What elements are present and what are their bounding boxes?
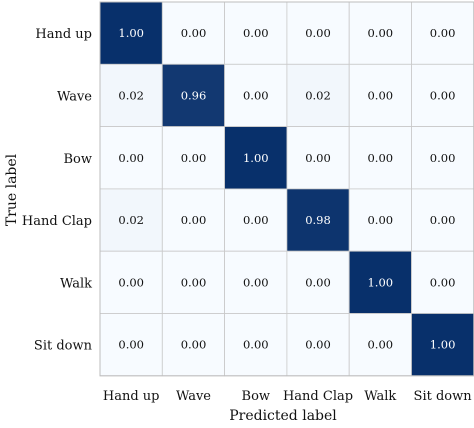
x-tick-label: Wave (176, 389, 211, 404)
cell-value-label: 0.96 (181, 88, 207, 102)
x-tick-label: Sit down (414, 389, 473, 404)
cell-value-label: 0.00 (243, 213, 269, 227)
heatmap-cell (286, 250, 350, 314)
heatmap-cell (224, 188, 288, 252)
cell-value-label: 0.00 (430, 151, 456, 165)
heatmap-cell (99, 126, 163, 190)
heatmap-cell (286, 1, 350, 65)
cell-value-label: 0.00 (367, 88, 393, 102)
y-tick-label: Walk (60, 276, 92, 291)
cell-value-label: 0.00 (430, 88, 456, 102)
heatmap-cell (348, 126, 412, 190)
heatmap-cell (99, 188, 163, 252)
cell-value-label: 0.00 (243, 26, 269, 40)
cell-value-label: 0.00 (305, 151, 331, 165)
cell-value-label: 0.00 (367, 213, 393, 227)
cell-value-label: 1.00 (118, 26, 144, 40)
y-tick-label: Wave (57, 89, 92, 104)
y-tick-label: Hand Clap (22, 214, 92, 229)
heatmap-cell (99, 313, 163, 377)
heatmap-cell (286, 188, 350, 252)
x-tick-label: Hand up (103, 389, 160, 404)
cell-value-labels: 1.00 0.00 0.00 0.00 0.00 0.00 0.02 0.96 0.00 0.02… (118, 26, 455, 352)
y-tick-label: Hand up (35, 27, 92, 42)
heatmap-cell (411, 1, 474, 65)
heatmap-cell (348, 250, 412, 314)
y-axis-label: True label (4, 153, 20, 226)
x-axis-label: Predicted label (229, 408, 337, 424)
cell-value-label: 1.00 (367, 275, 393, 289)
heatmap-cell (161, 188, 226, 252)
heatmap-cell (224, 250, 288, 314)
cell-value-label: 1.00 (430, 338, 456, 352)
heatmap-cell (286, 63, 350, 128)
x-tick-label: Hand Clap (283, 389, 353, 404)
cell-value-label: 0.00 (243, 88, 269, 102)
cell-value-label: 0.00 (367, 338, 393, 352)
cell-value-label: 0.00 (367, 151, 393, 165)
cell-value-label: 0.02 (118, 213, 144, 227)
cell-value-label: 1.00 (243, 151, 269, 165)
heatmap-cell (161, 126, 226, 190)
cell-value-label: 0.00 (181, 213, 207, 227)
cell-value-label: 0.02 (118, 88, 144, 102)
cell-value-label: 0.02 (305, 88, 331, 102)
x-tick-label: Walk (364, 389, 396, 404)
heatmap-cell (99, 1, 163, 65)
heatmap-cell (348, 1, 412, 65)
heatmap-cells (99, 1, 474, 377)
heatmap-cell (411, 313, 474, 377)
cell-value-label: 0.00 (118, 275, 144, 289)
heatmap-cell (161, 1, 226, 65)
y-tick-label: Bow (63, 152, 92, 167)
cell-value-label: 0.00 (243, 275, 269, 289)
cell-value-label: 0.00 (181, 151, 207, 165)
heatmap-cell (411, 126, 474, 190)
x-tick-label: Bow (242, 389, 271, 404)
heatmap-cell (286, 126, 350, 190)
y-tick-labels: Hand up Wave Bow Hand Clap Walk Sit down (22, 27, 93, 354)
cell-value-label: 0.00 (118, 338, 144, 352)
cell-value-label: 0.00 (118, 151, 144, 165)
cell-value-label: 0.00 (430, 213, 456, 227)
cell-value-label: 0.00 (430, 26, 456, 40)
cell-value-label: 0.00 (430, 275, 456, 289)
cell-value-label: 0.98 (305, 213, 331, 227)
heatmap-cell (99, 250, 163, 314)
cell-value-label: 0.00 (181, 26, 207, 40)
cell-value-label: 0.00 (305, 275, 331, 289)
cell-value-label: 0.00 (243, 338, 269, 352)
heatmap-cell (411, 63, 474, 128)
cell-value-label: 0.00 (367, 26, 393, 40)
cell-value-label: 0.00 (181, 275, 207, 289)
heatmap-cell (348, 313, 412, 377)
cell-value-label: 0.00 (305, 338, 331, 352)
cell-value-label: 0.00 (181, 338, 207, 352)
y-tick-label: Sit down (34, 339, 93, 354)
x-tick-labels: Hand up Wave Bow Hand Clap Walk Sit down (103, 389, 472, 404)
heatmap-cell (348, 188, 412, 252)
heatmap-cell (161, 63, 226, 128)
cell-value-label: 0.00 (305, 26, 331, 40)
